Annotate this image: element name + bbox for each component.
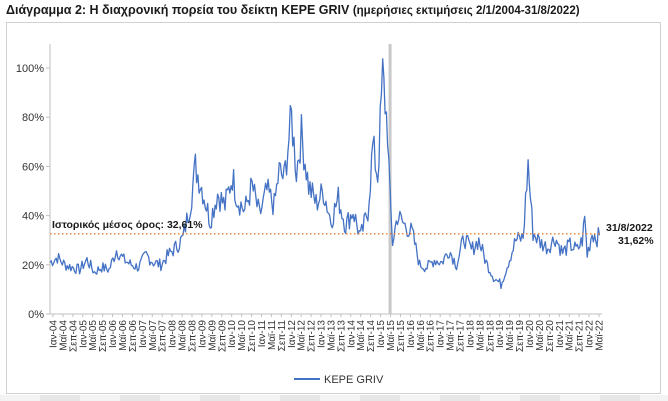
y-tick-label: 20% [22,260,44,272]
x-tick-label: Σεπ-16 [426,320,437,352]
x-tick-label: Μαϊ-09 [207,320,218,351]
x-tick-label: Ιαν-15 [376,320,387,348]
x-tick-label: Μαϊ-17 [446,320,457,351]
x-tick-label: Σεπ-09 [217,320,228,352]
x-tick-label: Ιαν-22 [585,320,596,348]
x-tick-label: Σεπ-15 [396,320,407,352]
x-tick-label: Μαϊ-20 [535,320,546,351]
x-tick-label: Μαϊ-04 [58,320,69,351]
y-tick-label: 100% [16,63,44,75]
x-tick-label: Ιαν-18 [465,320,476,348]
x-tick-label: Ιαν-20 [525,320,536,348]
y-tick-label: 60% [22,161,44,173]
x-tick-label: Σεπ-12 [307,320,318,352]
x-tick-label: Σεπ-04 [68,320,79,352]
x-tick-label: Ιαν-12 [287,320,298,348]
x-tick-label: Μαϊ-05 [88,320,99,351]
x-tick-label: Μαϊ-19 [505,320,516,351]
x-tick-label: Μαϊ-10 [237,320,248,351]
x-tick-label: Μαϊ-16 [416,320,427,351]
x-tick-label: Μαϊ-11 [267,320,278,350]
x-tick-label: Ιαν-19 [495,320,506,348]
x-tick-label: Ιαν-08 [168,320,179,348]
chart-title: Διάγραμμα 2: Η διαχρονική πορεία του δεί… [6,3,580,17]
x-tick-label: Σεπ-17 [456,320,467,352]
x-tick-label: Ιαν-16 [406,320,417,348]
y-tick-label: 80% [22,112,44,124]
x-tick-label: Μαϊ-12 [297,320,308,351]
chart-title-main: Διάγραμμα 2: Η διαχρονική πορεία του δεί… [6,3,350,17]
x-tick-label: Ιαν-21 [555,320,566,348]
x-tick-label: Ιαν-13 [317,320,328,348]
y-tick-label: 0% [28,309,44,321]
x-tick-label: Σεπ-11 [277,320,288,352]
x-tick-label: Μαϊ-08 [178,320,189,351]
x-tick-label: Μαϊ-07 [148,320,159,351]
x-tick-label: Ιαν-06 [108,320,119,348]
x-tick-label: Ιαν-17 [436,320,447,348]
chart-title-sub: (ημερήσιες εκτιμήσεις 2/1/2004-31/8/2022… [352,5,580,17]
x-tick-label: Ιαν-11 [257,320,268,348]
x-tick-label: Ιαν-10 [227,320,238,348]
x-tick-label: Σεπ-14 [366,320,377,352]
y-tick-label: 40% [22,211,44,223]
x-tick-label: Μαϊ-13 [326,320,337,351]
x-tick-label: Ιαν-09 [197,320,208,348]
x-tick-label: Ιαν-14 [346,320,357,348]
legend-label: ΚΕΡΕ GRIV [324,374,384,386]
x-tick-label: Ιαν-04 [49,320,60,348]
end-annotation-value: 31,62% [618,235,654,247]
x-tick-label: Μαϊ-06 [118,320,129,351]
mean-reference-label: Ιστορικός μέσος όρος: 32,61% [52,219,203,231]
x-tick-label: Μαϊ-14 [356,320,367,351]
x-tick-label: Σεπ-10 [247,320,258,352]
x-tick-label: Σεπ-05 [98,320,109,352]
series-line-kepe-griv [49,58,601,290]
x-tick-label: Σεπ-06 [128,320,139,352]
x-tick-label: Ιαν-05 [78,320,89,348]
x-tick-label: Μαϊ-21 [565,320,576,351]
x-tick-label: Μαϊ-15 [386,320,397,351]
chart-frame [6,22,661,394]
x-tick-label: Μαϊ-18 [475,320,486,351]
x-tick-label: Σεπ-20 [545,320,556,352]
x-tick-label: Μαϊ-22 [595,320,606,351]
x-tick-label: Ιαν-07 [138,320,149,348]
end-annotation-date: 31/8/2022 [606,222,653,234]
x-tick-label: Σεπ-18 [485,320,496,352]
x-tick-label: Σεπ-13 [336,320,347,352]
x-tick-label: Σεπ-19 [515,320,526,352]
x-tick-label: Σεπ-08 [187,320,198,352]
page-bottom-strip [0,395,668,401]
x-tick-label: Σεπ-21 [575,320,586,352]
x-tick-label: Σεπ-07 [158,320,169,352]
